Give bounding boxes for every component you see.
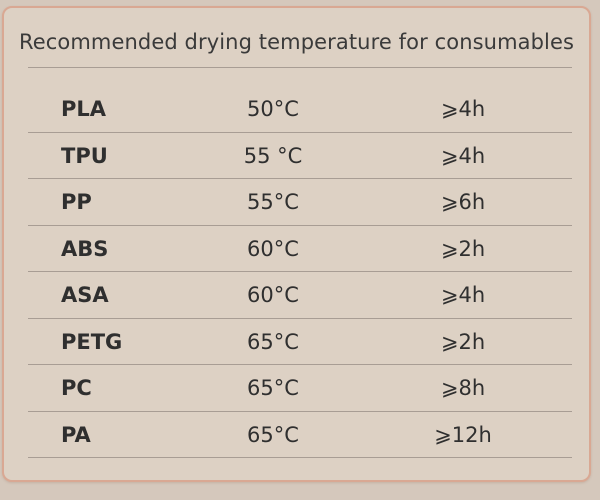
drying-time-cell: ⩾2h: [440, 329, 486, 354]
drying-time-cell: ⩾6h: [440, 190, 486, 214]
material-cell: PC: [61, 376, 92, 400]
material-cell: ASA: [61, 283, 109, 307]
row-divider: [28, 271, 572, 272]
temperature-cell: 65°C: [247, 329, 299, 354]
material-cell: PLA: [61, 97, 107, 121]
row-divider: [28, 131, 572, 133]
title-divider: [28, 67, 572, 68]
row-divider: [28, 317, 572, 319]
table-row: TPU 55 °C ⩾4h: [28, 133, 572, 179]
temperature-cell: 60°C: [247, 236, 299, 261]
temperature-cell: 50°C: [247, 97, 299, 121]
drying-time-cell: ⩾12h: [434, 422, 492, 447]
temperature-cell: 60°C: [247, 283, 299, 307]
drying-time-cell: ⩾4h: [440, 283, 486, 307]
drying-table: PLA 50°C ⩾4h TPU 55 °C ⩾4h PP 55°C ⩾6h A…: [28, 86, 572, 458]
row-divider: [28, 364, 572, 365]
table-row: PP 55°C ⩾6h: [28, 179, 572, 226]
table-row: ASA 60°C ⩾4h: [28, 272, 572, 319]
temperature-cell: 65°C: [247, 422, 299, 447]
table-row: PC 65°C ⩾8h: [28, 365, 572, 412]
temperature-cell: 55°C: [247, 190, 299, 214]
temperature-cell: 65°C: [247, 376, 299, 400]
table-row: PA 65°C ⩾12h: [28, 412, 572, 458]
row-divider: [28, 178, 572, 179]
drying-time-cell: ⩾4h: [440, 97, 486, 121]
material-cell: PA: [61, 422, 91, 447]
row-divider: [28, 224, 572, 226]
temperature-cell: 55 °C: [243, 143, 303, 168]
material-cell: PETG: [61, 329, 123, 354]
material-cell: ABS: [61, 236, 109, 261]
row-divider: [28, 410, 572, 412]
drying-time-cell: ⩾2h: [440, 236, 486, 261]
table-row: PETG 65°C ⩾2h: [28, 319, 572, 365]
table-row: ABS 60°C ⩾2h: [28, 226, 572, 272]
material-cell: TPU: [61, 143, 108, 168]
table-row: PLA 50°C ⩾4h: [28, 86, 572, 133]
panel-title: Recommended drying temperature for consu…: [18, 30, 575, 54]
drying-temperature-panel: Recommended drying temperature for consu…: [2, 6, 591, 482]
material-cell: PP: [61, 190, 92, 214]
row-divider: [28, 457, 572, 458]
drying-time-cell: ⩾8h: [440, 376, 486, 400]
drying-time-cell: ⩾4h: [440, 143, 486, 168]
